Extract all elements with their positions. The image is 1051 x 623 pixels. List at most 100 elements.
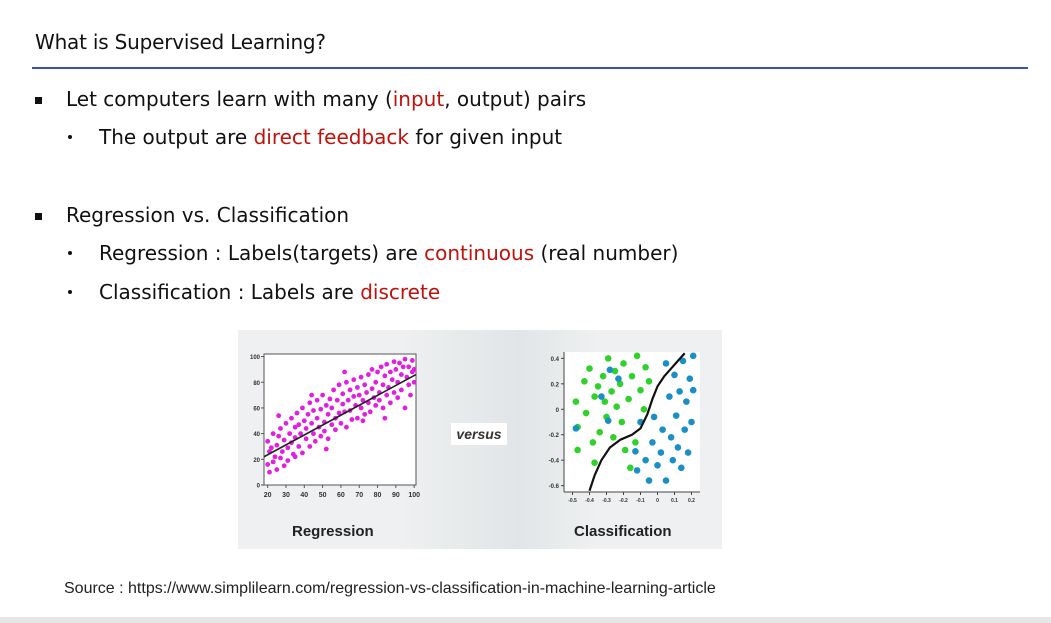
regression-data-point: [354, 415, 360, 421]
classification-point-class-a: [633, 352, 641, 360]
regression-data-point: [281, 437, 287, 443]
regression-data-point: [294, 410, 300, 416]
classification-point-class-b: [606, 366, 614, 374]
regression-data-point: [270, 431, 276, 437]
regression-data-point: [305, 411, 311, 417]
regression-data-point: [358, 374, 364, 380]
bottom-scroll-bar: [0, 617, 1051, 623]
regression-data-point: [384, 392, 390, 398]
regression-y-tick-label: 80: [253, 381, 260, 387]
regression-data-point: [267, 469, 272, 475]
classification-point-class-a: [628, 372, 636, 380]
regression-data-point: [268, 445, 274, 451]
classification-point-class-a: [640, 405, 648, 413]
classification-x-tick-label: 0.1: [671, 498, 678, 504]
regression-data-point: [373, 379, 379, 385]
classification-y-tick-label: -0.6: [549, 484, 560, 490]
regression-data-point: [406, 382, 412, 388]
regression-data-point: [369, 386, 375, 392]
regression-data-point: [311, 408, 316, 413]
classification-point-class-a: [574, 446, 581, 454]
subbullet-text: The output are direct feedback for given…: [99, 125, 563, 149]
classification-point-class-b: [686, 375, 694, 383]
dot-bullet-icon: [68, 135, 72, 139]
classification-point-class-b: [604, 417, 612, 425]
regression-data-point: [378, 364, 384, 370]
regression-x-tick-label: 70: [355, 492, 363, 499]
regression-data-point: [360, 397, 366, 403]
regression-x-tick-label: 80: [374, 492, 382, 499]
regression-y-tick-label: 40: [253, 432, 260, 438]
classification-point-class-b: [654, 461, 661, 469]
regression-data-point: [360, 418, 366, 424]
classification-point-class-b: [650, 413, 658, 421]
subbullet-classification: Classification : Labels are discrete: [68, 280, 440, 304]
regression-data-point: [411, 379, 417, 385]
classification-point-class-b: [689, 386, 697, 394]
regression-data-point: [393, 367, 399, 372]
regression-x-tick-label: 60: [337, 492, 345, 499]
classification-point-class-b: [667, 433, 675, 441]
classification-point-class-a: [586, 365, 593, 372]
classification-point-class-b: [598, 393, 605, 400]
classification-decision-boundary: [588, 352, 686, 492]
square-bullet-icon: [35, 96, 42, 104]
regression-data-point: [278, 455, 283, 461]
classification-point-class-b: [688, 418, 695, 426]
source-citation: Source : https://www.simplilearn.com/reg…: [64, 580, 716, 597]
regression-data-point: [278, 426, 283, 431]
regression-data-point: [336, 410, 342, 416]
regression-data-point: [309, 392, 315, 398]
classification-point-class-a: [616, 380, 624, 388]
regression-data-point: [309, 420, 315, 426]
bullet-supervised: Let computers learn with many (input, ou…: [35, 87, 586, 111]
regression-data-point: [345, 397, 351, 403]
dot-bullet-icon: [68, 290, 72, 294]
regression-data-point: [334, 397, 340, 403]
regression-data-point: [287, 431, 293, 437]
classification-point-class-b: [684, 449, 692, 456]
classification-point-class-b: [669, 456, 677, 464]
regression-data-point: [276, 413, 282, 419]
regression-data-point: [340, 391, 346, 397]
regression-data-point: [402, 356, 408, 362]
regression-x-tick-label: 20: [264, 492, 272, 499]
regression-data-point: [338, 420, 344, 426]
regression-data-point: [333, 427, 338, 433]
regression-data-point: [409, 358, 415, 363]
classification-point-class-a: [599, 372, 607, 380]
classification-point-class-a: [589, 439, 597, 446]
regression-data-point: [402, 405, 408, 411]
regression-y-tick-label: 20: [253, 458, 260, 464]
regression-data-point: [285, 445, 291, 451]
regression-data-point: [354, 384, 360, 390]
regression-data-point: [307, 400, 313, 406]
regression-data-point: [314, 415, 320, 421]
subbullet-text: Regression : Labels(targets) are continu…: [99, 241, 679, 265]
regression-x-tick-label: 90: [392, 492, 400, 499]
regression-data-point: [283, 420, 289, 426]
regression-data-point: [362, 411, 368, 417]
regression-data-point: [351, 377, 357, 383]
regression-data-point: [376, 397, 382, 403]
regression-data-point: [398, 387, 404, 393]
classification-point-class-a: [645, 377, 653, 385]
dot-bullet-icon: [68, 251, 72, 255]
classification-point-class-b: [678, 464, 685, 472]
regression-data-point: [347, 387, 353, 393]
title-divider: [32, 67, 1028, 69]
regression-data-point: [408, 392, 413, 398]
classification-point-class-b: [683, 398, 690, 405]
classification-y-tick-label: 0.4: [551, 357, 560, 363]
regression-data-point: [395, 395, 401, 401]
regression-y-tick-label: 0: [257, 484, 261, 490]
regression-data-point: [265, 462, 271, 467]
classification-point-class-b: [657, 449, 665, 456]
classification-point-class-a: [604, 355, 612, 362]
regression-data-point: [411, 367, 417, 372]
classification-point-class-a: [627, 464, 634, 472]
regression-data-point: [364, 390, 369, 395]
regression-plot-frame: [263, 353, 417, 486]
regression-y-tick-label: 60: [253, 406, 260, 412]
